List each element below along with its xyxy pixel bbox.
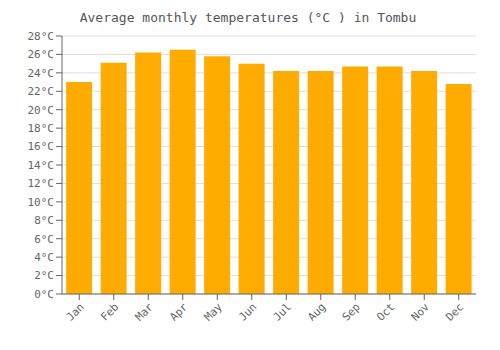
- svg-text:20°C: 20°C: [28, 104, 55, 117]
- svg-text:Oct: Oct: [374, 300, 397, 323]
- svg-text:18°C: 18°C: [28, 122, 55, 135]
- svg-text:0°C: 0°C: [34, 288, 54, 301]
- svg-text:26°C: 26°C: [28, 48, 55, 61]
- svg-text:2°C: 2°C: [34, 269, 54, 282]
- svg-text:Feb: Feb: [98, 300, 121, 323]
- svg-text:Jun: Jun: [236, 300, 259, 323]
- svg-text:16°C: 16°C: [28, 140, 55, 153]
- svg-text:Mar: Mar: [133, 300, 157, 324]
- svg-text:Nov: Nov: [409, 300, 433, 324]
- svg-text:May: May: [202, 300, 226, 324]
- svg-text:8°C: 8°C: [34, 214, 54, 227]
- svg-text:24°C: 24°C: [28, 67, 55, 80]
- svg-text:4°C: 4°C: [34, 251, 54, 264]
- svg-text:Jan: Jan: [64, 300, 87, 323]
- html-text:Average monthly temperatures (: Average monthly temperatures (°C ) in To…: [79, 10, 417, 25]
- svg-text:14°C: 14°C: [28, 159, 55, 172]
- svg-text:28°C: 28°C: [28, 30, 55, 43]
- svg-text:Aug: Aug: [305, 300, 328, 323]
- svg-text:22°C: 22°C: [28, 85, 55, 98]
- svg-text:6°C: 6°C: [34, 233, 54, 246]
- svg-text:12°C: 12°C: [28, 177, 55, 190]
- svg-text:Apr: Apr: [167, 300, 191, 324]
- svg-text:Dec: Dec: [443, 300, 466, 323]
- svg-text:10°C: 10°C: [28, 196, 55, 209]
- svg-text:Jul: Jul: [271, 300, 294, 323]
- svg-text:Sep: Sep: [340, 300, 363, 323]
